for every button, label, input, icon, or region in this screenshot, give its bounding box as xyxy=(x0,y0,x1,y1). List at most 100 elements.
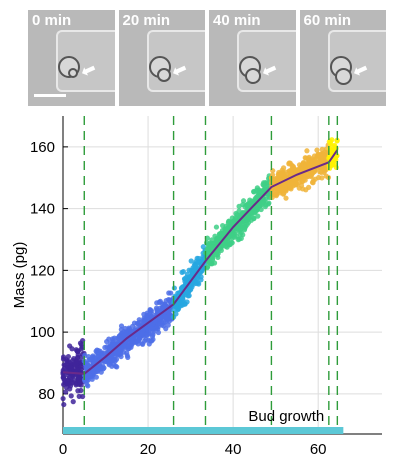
trap-channel xyxy=(146,30,205,92)
data-point xyxy=(242,224,248,230)
data-point xyxy=(121,328,127,335)
data-point xyxy=(67,386,73,392)
data-point xyxy=(75,348,81,354)
data-point xyxy=(63,380,69,386)
y-tick-label: 120 xyxy=(30,262,55,279)
data-point xyxy=(180,268,186,275)
x-tick-label: 20 xyxy=(140,441,157,458)
data-point xyxy=(262,204,268,210)
y-tick-label: 160 xyxy=(30,139,55,156)
data-point xyxy=(320,153,326,159)
data-point xyxy=(278,170,284,176)
data-point xyxy=(140,341,146,347)
data-point xyxy=(155,307,161,313)
data-point xyxy=(115,350,121,357)
data-point xyxy=(218,234,224,240)
data-point xyxy=(274,191,280,197)
scale-bar xyxy=(34,94,66,97)
data-point xyxy=(188,258,194,264)
data-point xyxy=(329,149,335,155)
y-tick-label: 140 xyxy=(30,201,55,218)
bud xyxy=(156,68,171,82)
data-point xyxy=(288,186,294,192)
data-point xyxy=(166,290,172,296)
data-point xyxy=(101,350,107,356)
data-point xyxy=(308,173,314,180)
data-point xyxy=(106,336,112,342)
data-point xyxy=(298,182,305,189)
data-point xyxy=(258,202,264,208)
data-point xyxy=(191,269,197,275)
data-point xyxy=(157,298,163,304)
data-point xyxy=(303,155,309,161)
data-point xyxy=(315,151,322,157)
y-axis-label: Mass (pg) xyxy=(11,242,28,309)
micrograph-strip: ⬅ 0 min ⬅ 20 min ⬅ 40 min ⬅ 60 min xyxy=(28,10,386,106)
panel-time-label: 20 min xyxy=(122,12,171,29)
data-point xyxy=(283,195,289,201)
bud-growth-label: Bud growth xyxy=(248,408,324,425)
panel-time-label: 0 min xyxy=(32,12,72,29)
data-point xyxy=(236,203,242,209)
scatter-phase-4 xyxy=(268,142,332,201)
data-point xyxy=(306,184,312,190)
data-point xyxy=(240,198,247,204)
data-point xyxy=(179,298,185,305)
data-point xyxy=(162,319,168,325)
data-point xyxy=(251,215,257,221)
x-tick-label: 40 xyxy=(225,441,242,458)
data-point xyxy=(171,285,177,291)
data-point xyxy=(153,325,159,331)
data-point xyxy=(222,229,228,235)
data-point xyxy=(205,264,211,270)
data-point xyxy=(61,401,67,408)
data-point xyxy=(124,353,130,359)
data-point xyxy=(261,182,267,189)
data-point xyxy=(231,234,238,240)
data-point xyxy=(87,357,93,363)
data-point xyxy=(110,338,116,344)
data-point xyxy=(334,138,340,144)
data-point xyxy=(213,239,219,246)
data-point xyxy=(149,333,156,340)
bud-growth-bar xyxy=(63,427,344,434)
data-point xyxy=(84,378,90,384)
micrograph-panel-0: ⬅ 0 min xyxy=(28,10,115,106)
data-point xyxy=(69,379,76,385)
data-point xyxy=(110,357,116,363)
data-point xyxy=(77,379,84,385)
data-point xyxy=(291,176,297,183)
x-tick-label: 60 xyxy=(310,441,327,458)
data-point xyxy=(291,166,297,172)
x-tick-label: 0 xyxy=(59,441,67,458)
micrograph-panel-2: ⬅ 40 min xyxy=(209,10,296,106)
micrograph-panel-3: ⬅ 60 min xyxy=(299,10,386,106)
bud xyxy=(334,68,352,85)
data-point xyxy=(314,147,320,153)
data-point xyxy=(106,357,112,363)
data-point xyxy=(310,162,316,168)
data-point xyxy=(107,344,113,350)
data-point xyxy=(327,165,333,171)
data-point xyxy=(286,161,292,167)
data-point xyxy=(332,161,338,168)
y-tick-label: 100 xyxy=(30,324,55,341)
data-point xyxy=(148,308,155,314)
data-point xyxy=(63,389,69,395)
data-point xyxy=(91,370,97,376)
data-point xyxy=(309,157,315,163)
data-point xyxy=(206,259,212,265)
data-point xyxy=(185,289,191,296)
data-point xyxy=(87,373,93,379)
data-point xyxy=(194,255,200,262)
data-point xyxy=(74,355,80,361)
data-point xyxy=(310,178,316,184)
data-point xyxy=(155,329,162,336)
data-point xyxy=(93,348,99,354)
data-point xyxy=(106,362,112,368)
data-point xyxy=(215,248,221,255)
data-point xyxy=(141,315,147,321)
data-point xyxy=(73,359,79,365)
data-point xyxy=(278,188,284,194)
data-point xyxy=(166,315,172,321)
